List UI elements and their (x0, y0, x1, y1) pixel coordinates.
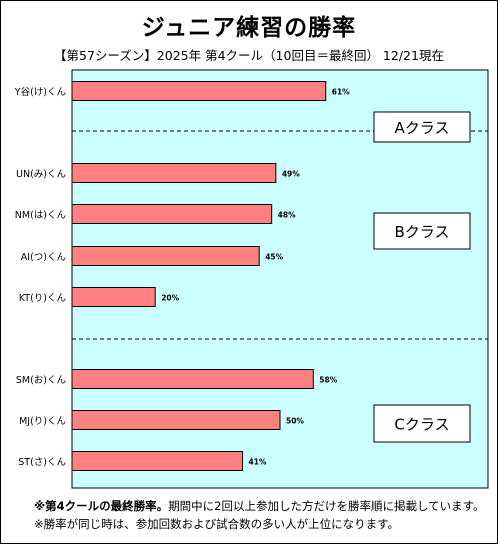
footnote-1: ※第4クールの最終勝率。期間中に2回以上参加した方だけを勝率順に掲載しています。 (34, 498, 485, 514)
value-label: 48% (278, 211, 296, 220)
bar (71, 410, 281, 430)
footnote-1-text: 期間中に2回以上参加した方だけを勝率順に掲載しています。 (168, 499, 485, 513)
category-label: Y谷(け)くん (14, 87, 66, 98)
bar (71, 246, 260, 266)
value-label: 49% (282, 170, 300, 179)
value-label: 45% (265, 253, 283, 262)
category-label: SM(お)くん (16, 375, 66, 386)
value-label: 50% (286, 417, 304, 426)
group-label: Bクラス (395, 223, 450, 241)
category-label: KT(り)くん (19, 293, 66, 304)
group-label: Aクラス (395, 119, 450, 137)
chart-subtitle: 【第57シーズン】2025年 第4クール（10回目＝最終回） 12/21現在 (54, 48, 444, 63)
footnote-2: ※勝率が同じ時は、参加回数および試合数の多い人が上位になります。 (34, 517, 399, 531)
category-label: NM(は)くん (15, 210, 66, 221)
value-label: 58% (319, 376, 337, 385)
chart-title: ジュニア練習の勝率 (141, 15, 357, 41)
category-label: ST(さ)くん (18, 457, 66, 468)
group-label: Cクラス (394, 416, 449, 434)
group-label-box (373, 212, 471, 250)
category-label: AI(つ)くん (21, 252, 66, 263)
bar (71, 163, 277, 183)
category-label: UN(み)くん (16, 169, 66, 180)
bar (71, 81, 327, 101)
footnote-1-bold: ※第4クールの最終勝率。 (34, 499, 169, 513)
value-label: 41% (249, 458, 267, 467)
bar (71, 204, 273, 224)
bar (71, 451, 244, 471)
category-label: MJ(り)くん (19, 416, 66, 427)
bar (71, 369, 314, 389)
group-label-box (373, 111, 471, 143)
group-label-box (373, 404, 471, 443)
bar (71, 287, 156, 307)
value-label: 20% (161, 294, 179, 303)
value-label: 61% (332, 88, 350, 97)
